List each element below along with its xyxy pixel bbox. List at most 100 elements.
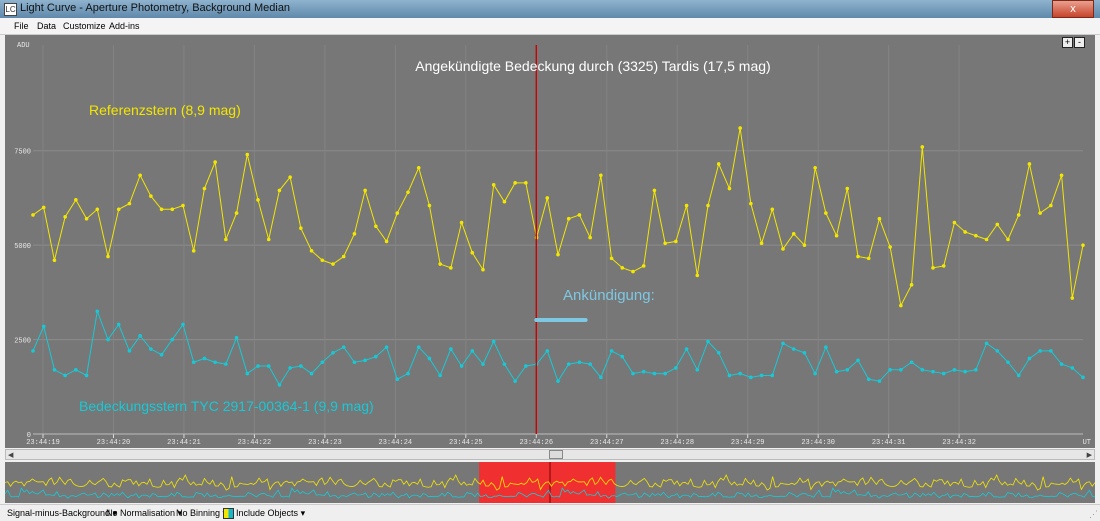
data-point — [288, 175, 292, 179]
data-point — [684, 203, 689, 208]
data-point — [213, 360, 217, 365]
data-point — [641, 369, 646, 374]
data-point — [556, 252, 560, 257]
data-point — [599, 375, 603, 380]
data-point — [116, 207, 121, 212]
series-line-0 — [32, 128, 1084, 308]
menu-data[interactable]: Data — [37, 21, 57, 31]
overview-strip[interactable] — [5, 462, 1095, 503]
data-point — [106, 254, 110, 259]
data-point — [824, 345, 828, 349]
data-point — [491, 182, 496, 187]
close-button[interactable]: x — [1052, 0, 1094, 18]
data-point — [781, 341, 785, 346]
data-point — [106, 337, 110, 342]
window-titlebar: LC Light Curve - Aperture Photometry, Ba… — [0, 0, 1100, 18]
include-objects-dropdown[interactable]: Include Objects ▾ — [236, 508, 305, 519]
data-point — [84, 216, 89, 221]
normalisation-label: No Normalisation — [106, 508, 176, 518]
data-point — [1070, 366, 1075, 370]
include-objects-label: Include Objects — [236, 508, 299, 518]
data-point — [674, 239, 678, 244]
data-point — [931, 266, 935, 270]
zoom-out-button[interactable]: - — [1074, 37, 1085, 48]
data-point — [159, 207, 164, 212]
data-point — [845, 186, 850, 191]
chevron-down-icon: ▾ — [177, 508, 183, 518]
data-point — [866, 256, 871, 261]
data-point — [609, 256, 614, 261]
data-point — [1016, 373, 1021, 378]
data-point — [245, 152, 250, 157]
data-point — [727, 186, 732, 191]
data-point — [149, 347, 153, 351]
data-point — [309, 249, 314, 253]
data-point — [95, 207, 100, 212]
data-point — [374, 354, 378, 359]
data-point — [181, 322, 185, 327]
data-point — [470, 250, 475, 255]
normalisation-dropdown[interactable]: No Normalisation ▾ — [106, 508, 182, 519]
data-point — [352, 360, 357, 365]
data-point — [352, 232, 357, 236]
zoom-in-button[interactable]: + — [1062, 37, 1073, 48]
data-point — [856, 358, 860, 363]
data-point — [438, 373, 442, 378]
data-point — [299, 226, 303, 230]
include-objects-icon[interactable] — [223, 508, 234, 519]
data-point — [31, 349, 35, 353]
data-point — [781, 247, 785, 251]
data-point — [416, 345, 421, 349]
data-point — [545, 349, 550, 353]
data-point — [791, 347, 796, 351]
menu-customize[interactable]: Customize — [63, 21, 106, 31]
x-tick-label: 23:44:31 — [872, 439, 906, 447]
scroll-thumb[interactable] — [549, 450, 563, 459]
resize-grip-icon[interactable]: ⋰ — [1089, 509, 1098, 519]
data-point — [545, 196, 550, 200]
menu-file[interactable]: File — [14, 21, 29, 31]
data-point — [588, 362, 592, 366]
data-point — [759, 373, 764, 378]
data-point — [652, 371, 657, 376]
y-axis-label: ADU — [17, 42, 30, 50]
mode-dropdown[interactable]: Signal-minus-Background ▾ — [7, 508, 117, 519]
scroll-right-icon[interactable]: ▶ — [1086, 452, 1092, 459]
data-point — [599, 173, 603, 178]
data-point — [256, 364, 260, 368]
x-tick-label: 23:44:28 — [660, 439, 694, 447]
data-point — [266, 237, 271, 242]
data-point — [738, 126, 742, 130]
data-point — [395, 211, 400, 215]
data-point — [1038, 211, 1042, 215]
window-title: Light Curve - Aperture Photometry, Backg… — [20, 2, 291, 14]
data-point — [149, 194, 153, 198]
data-point — [95, 309, 100, 314]
data-point — [952, 367, 957, 372]
data-point — [202, 356, 207, 361]
binning-dropdown[interactable]: No Binning ▾ — [176, 508, 227, 519]
data-point — [652, 188, 657, 193]
data-point — [974, 367, 978, 372]
announcement-label: Ankündigung: — [563, 287, 655, 304]
data-point — [384, 239, 389, 244]
scroll-left-icon[interactable]: ◀ — [8, 452, 14, 459]
data-point — [438, 262, 442, 266]
data-point — [63, 215, 67, 219]
data-point — [1070, 296, 1075, 300]
data-point — [577, 213, 582, 217]
data-point — [63, 373, 67, 378]
data-point — [1016, 213, 1021, 217]
data-point — [995, 222, 1000, 227]
data-point — [1049, 203, 1053, 208]
data-point — [502, 199, 507, 204]
data-point — [620, 266, 625, 270]
data-point — [931, 369, 935, 374]
horizontal-scrollbar[interactable]: ◀ ▶ — [5, 449, 1095, 460]
data-point — [577, 360, 582, 365]
data-point — [941, 264, 946, 268]
menu-add-ins[interactable]: Add-ins — [109, 21, 140, 31]
data-point — [770, 373, 775, 378]
data-point — [449, 347, 453, 351]
data-point — [759, 241, 764, 246]
